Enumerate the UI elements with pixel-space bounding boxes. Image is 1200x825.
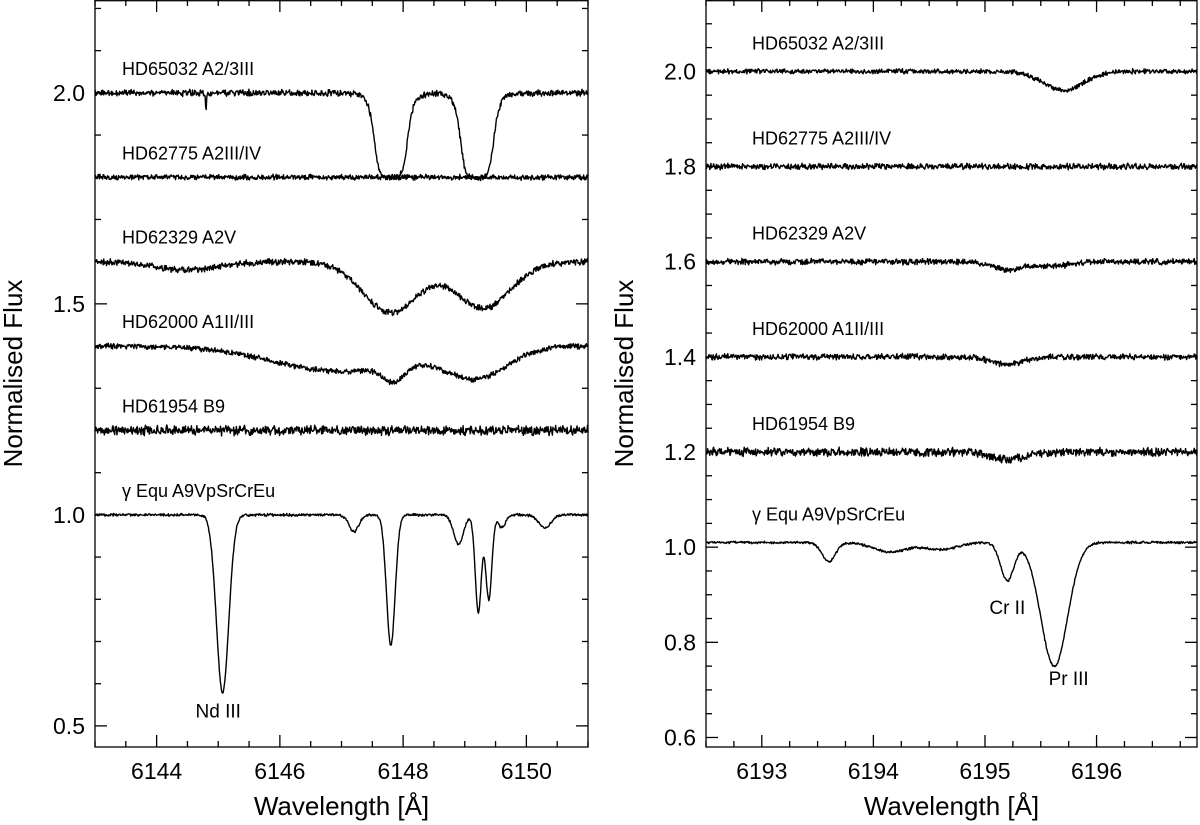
y-tick-label: 2.0 xyxy=(53,80,85,106)
y-tick-label: 0.5 xyxy=(53,713,85,739)
x-tick-label: 6146 xyxy=(254,758,305,784)
y-tick-label: 1.5 xyxy=(53,291,85,317)
x-axis-label: Wavelength [Å] xyxy=(254,791,429,821)
spectrum-line xyxy=(705,352,1198,368)
x-tick-label: 6148 xyxy=(378,758,429,784)
y-tick-label: 1.6 xyxy=(664,249,696,275)
x-tick-label: 6150 xyxy=(501,758,552,784)
spectrum-line xyxy=(94,424,589,437)
spectrum-line xyxy=(94,173,589,182)
series-label: HD61954 B9 xyxy=(122,396,225,416)
left-panel: 6144 6146 6148 6150 0.5 1.0 1.5 2.0 Wavelength [… xyxy=(0,0,589,821)
series-label: HD61954 B9 xyxy=(752,414,855,434)
x-tick-label: 6194 xyxy=(848,758,899,784)
series-label: HD62775 A2III/IV xyxy=(752,129,891,149)
spectrum-line xyxy=(705,540,1198,668)
y-tick-label: 1.4 xyxy=(664,344,696,370)
x-axis-label: Wavelength [Å] xyxy=(864,791,1039,821)
series-label: HD62000 A1II/III xyxy=(752,319,884,339)
x-tick-label: 6195 xyxy=(959,758,1010,784)
series-label: HD65032 A2/3III xyxy=(122,59,254,79)
y-tick-label: 1.0 xyxy=(53,502,85,528)
series-label: HD62329 A2V xyxy=(752,224,866,244)
spectrum-line xyxy=(705,162,1198,171)
series-label: HD62329 A2V xyxy=(122,228,236,248)
spectrum-line xyxy=(94,512,589,694)
x-tick-label: 6144 xyxy=(131,758,182,784)
x-tick-label: 6196 xyxy=(1071,758,1122,784)
y-tick-label: 1.0 xyxy=(664,534,696,560)
series-label: HD65032 A2/3III xyxy=(752,33,884,53)
series-label: HD62775 A2III/IV xyxy=(122,143,261,163)
line-annotation: Nd III xyxy=(196,701,241,722)
spectrum-line xyxy=(705,446,1198,464)
y-tick-label: 1.8 xyxy=(664,154,696,180)
spectrum-line xyxy=(94,257,589,317)
line-annotation: Pr III xyxy=(1049,669,1089,690)
spectrum-line xyxy=(94,88,589,182)
plot-frame xyxy=(705,0,1198,748)
x-tick-label: 6193 xyxy=(736,758,787,784)
y-tick-label: 0.6 xyxy=(664,724,696,750)
spectrum-line xyxy=(94,342,589,386)
y-axis-label: Normalised Flux xyxy=(0,280,28,468)
y-tick-label: 2.0 xyxy=(664,58,696,84)
y-axis-label: Normalised Flux xyxy=(609,280,639,468)
series-label: HD62000 A1II/III xyxy=(122,312,254,332)
line-annotation: Cr II xyxy=(989,598,1025,619)
spectrum-line xyxy=(705,67,1198,93)
series-label: γ Equ A9VpSrCrEu xyxy=(752,504,905,524)
y-tick-label: 0.8 xyxy=(664,629,696,655)
y-tick-label: 1.2 xyxy=(664,439,696,465)
spectrum-line xyxy=(705,257,1198,274)
series-label: γ Equ A9VpSrCrEu xyxy=(122,481,275,501)
right-panel: 6193 6194 6195 6196 0.6 0.8 1.0 1.2 1.4 1.6 1.8 2.0… xyxy=(609,0,1198,821)
